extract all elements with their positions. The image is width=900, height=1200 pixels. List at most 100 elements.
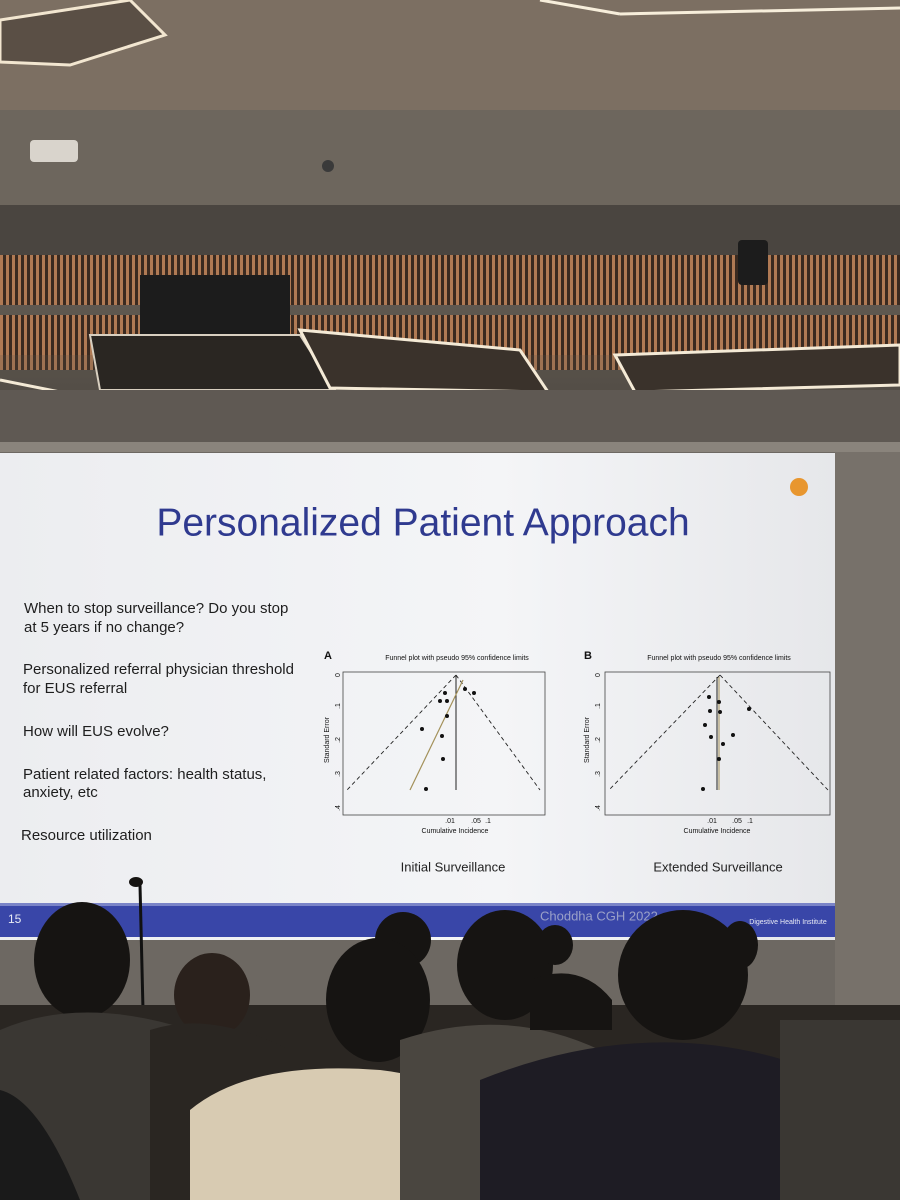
funnel-plot-a-shape-shape — [440, 734, 444, 738]
funnel-plot-a: A Funnel plot with pseudo 95% confidence… — [324, 650, 546, 874]
ceiling-shape — [0, 0, 168, 67]
audience — [0, 877, 900, 1200]
slide-screen-shape — [0, 453, 835, 940]
x-tick-label: .01 — [707, 818, 717, 825]
wall-shape — [835, 452, 900, 1012]
audience-shape — [722, 921, 758, 969]
x-tick-label: .05 — [732, 818, 742, 825]
funnel-plot-a-shape-shape — [463, 687, 467, 691]
logo-text: Digestive Health Institute — [749, 919, 827, 926]
x-tick-label: .1 — [747, 818, 753, 825]
funnel-plot-a-shape — [455, 674, 541, 791]
citation: Choddha CGH 2022 — [540, 908, 658, 923]
plot-title: Funnel plot with pseudo 95% confidence l… — [385, 655, 529, 662]
y-tick-label: .3 — [335, 771, 342, 777]
funnel-plot-a-shape — [409, 679, 464, 791]
ceiling-shape — [322, 160, 334, 172]
audience-shape — [537, 925, 573, 965]
funnel-plot-a-shape — [420, 687, 476, 791]
funnel-plot-b-shape-shape — [721, 742, 725, 746]
funnel-plot-a-shape — [342, 671, 546, 816]
audience-shape — [34, 902, 130, 1018]
ceiling-shape — [30, 140, 78, 162]
funnel-plot-a-shape — [346, 674, 457, 791]
bullet-text: When to stop surveillance? Do you stop — [24, 600, 288, 617]
funnel-plot-b: B Funnel plot with pseudo 95% confidence… — [584, 650, 831, 874]
funnel-plot-b-shape-shape — [703, 723, 707, 727]
funnel-plot-b-shape — [719, 674, 829, 791]
audience-shape — [530, 973, 612, 1030]
funnel-plot-a-shape-shape — [472, 691, 476, 695]
x-axis-label: Cumulative Incidence — [684, 828, 751, 835]
funnel-plot-b-shape-shape — [731, 733, 735, 737]
slide-title: Personalized Patient Approach — [156, 501, 689, 544]
ceiling-shape — [88, 334, 337, 391]
y-tick-label: 0 — [335, 673, 342, 677]
bullet-text: at 5 years if no change? — [24, 619, 184, 636]
audience-shape — [457, 910, 553, 1020]
ceiling-shape — [0, 390, 900, 450]
y-tick-label: .3 — [595, 771, 602, 777]
y-tick-label: .1 — [335, 703, 342, 709]
audience-shape — [326, 938, 430, 1062]
funnel-plot-b-shape — [604, 671, 831, 816]
funnel-plot-a-shape-shape — [445, 714, 449, 718]
audience-shape — [480, 1042, 870, 1200]
funnel-plot-a-shape-shape — [424, 787, 428, 791]
panel-label: A — [324, 650, 332, 662]
funnel-plot-a-shape-shape — [443, 691, 447, 695]
x-axis-label: Cumulative Incidence — [422, 828, 489, 835]
bullet-text: Personalized referral physician threshol… — [23, 661, 294, 678]
y-tick-label: .2 — [335, 737, 342, 743]
funnel-plot-b-shape — [608, 674, 721, 791]
bullet-list: When to stop surveillance? Do you stop a… — [21, 600, 294, 844]
funnel-plot-a-shape-shape — [420, 727, 424, 731]
funnel-plot-b-shape-shape — [717, 700, 721, 704]
y-axis-label: Standard Error — [324, 716, 331, 763]
ceiling-shape — [140, 275, 290, 335]
y-tick-label: 0 — [595, 673, 602, 677]
funnel-plot-a-shape-shape — [445, 699, 449, 703]
plot-title: Funnel plot with pseudo 95% confidence l… — [647, 655, 791, 662]
audience-shape — [618, 910, 748, 1040]
bullet-text: How will EUS evolve? — [23, 723, 169, 740]
y-tick-label: .2 — [595, 737, 602, 743]
y-tick-label: .4 — [595, 805, 602, 811]
bullet-text: Resource utilization — [21, 827, 152, 844]
y-tick-label: .1 — [595, 703, 602, 709]
slide-screen-shape — [0, 903, 835, 906]
audience-shape — [780, 1020, 900, 1200]
x-tick-label: .01 — [445, 818, 455, 825]
funnel-plot-b-shape-shape — [708, 709, 712, 713]
funnel-plot-b-shape-shape — [717, 757, 721, 761]
funnel-plot-a-shape-shape — [441, 757, 445, 761]
funnel-plot-b-shape-shape — [747, 707, 751, 711]
funnel-plot-b-shape-shape — [707, 695, 711, 699]
ceiling — [0, 0, 900, 460]
funnel-plot-b-shape-shape — [701, 787, 705, 791]
ceiling-shape — [738, 240, 768, 285]
slide-number: 15 — [8, 912, 22, 926]
funnel-plot-b-shape — [701, 695, 751, 791]
x-tick-label: .05 — [471, 818, 481, 825]
slide-screen-shape — [790, 478, 808, 496]
ceiling-shape — [619, 6, 900, 16]
y-axis-label: Standard Error — [584, 716, 591, 763]
x-tick-label: .1 — [485, 818, 491, 825]
audience-shape — [174, 953, 250, 1037]
funnel-plot-b-shape-shape — [718, 710, 722, 714]
audience-shape — [0, 1090, 80, 1200]
funnel-plot-b-shape-shape — [709, 735, 713, 739]
ceiling-shape — [0, 110, 900, 205]
ceiling-shape — [539, 0, 621, 16]
y-tick-label: .4 — [335, 805, 342, 811]
bullet-text: anxiety, etc — [23, 784, 98, 801]
funnel-plot-a-shape-shape — [438, 699, 442, 703]
ceiling-shape — [612, 343, 900, 394]
bullet-text: for EUS referral — [23, 680, 127, 697]
panel-label: B — [584, 650, 592, 662]
ceiling-shape — [0, 442, 900, 452]
audience-shape — [138, 884, 145, 1011]
figure-caption: Extended Surveillance — [653, 859, 782, 874]
